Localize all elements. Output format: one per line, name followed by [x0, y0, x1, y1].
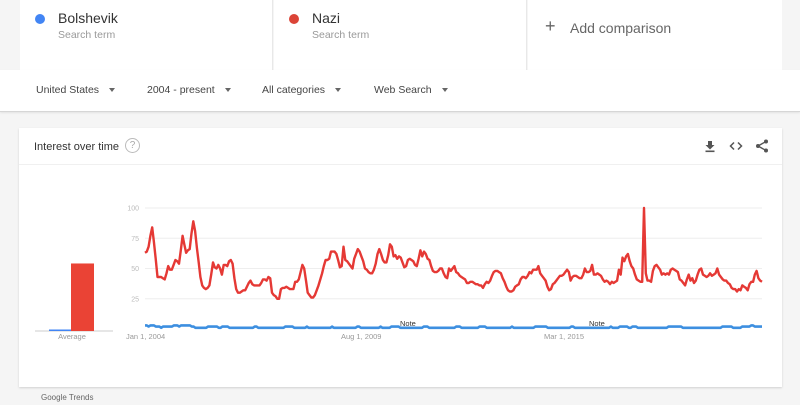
filter-search-type-dropdown[interactable]: Web Search — [374, 84, 448, 96]
term-subtitle: Search term — [58, 29, 116, 41]
note-annotation[interactable]: Note — [589, 319, 605, 328]
interest-chart[interactable]: 25 50 75 100 Average Jan 1, 2004 Aug 1, 2009 Ma… — [19, 128, 782, 387]
add-comparison-label: Add comparison — [570, 20, 672, 36]
y-tick-label: 25 — [131, 296, 139, 303]
chevron-down-icon — [441, 88, 448, 93]
note-annotation[interactable]: Note — [400, 319, 416, 328]
term-color-dot — [289, 14, 299, 24]
term-subtitle: Search term — [312, 29, 370, 41]
search-terms-bar: Bolshevik Search term Nazi Search term +… — [0, 0, 800, 70]
card-title: Interest over time — [34, 141, 119, 153]
average-bar-bolshevik[interactable] — [49, 329, 71, 332]
add-comparison-button[interactable]: + Add comparison — [528, 0, 782, 70]
y-tick-label: 75 — [131, 236, 139, 243]
average-bar-nazi[interactable] — [71, 263, 94, 331]
average-label: Average — [58, 332, 86, 341]
interest-over-time-card: Interest over time ? 25 50 75 100 Average Jan… — [19, 128, 782, 387]
download-icon[interactable] — [702, 138, 718, 154]
filters-bar: United States 2004 - present All categor… — [0, 70, 800, 112]
x-tick-label: Aug 1, 2009 — [341, 332, 381, 341]
filter-time-dropdown[interactable]: 2004 - present — [147, 84, 231, 96]
google-trends-footer: Google Trends — [41, 393, 94, 402]
chevron-down-icon — [109, 88, 116, 93]
plus-icon: + — [545, 16, 556, 36]
y-tick-label: 100 — [127, 206, 139, 213]
embed-icon[interactable] — [728, 138, 744, 154]
filter-label: Web Search — [374, 84, 432, 96]
filter-label: United States — [36, 84, 100, 96]
term-name: Nazi — [312, 10, 341, 26]
search-term-card-2[interactable]: Nazi Search term — [274, 0, 527, 70]
series-line-bolshevik[interactable] — [145, 324, 762, 330]
x-tick-label: Jan 1, 2004 — [126, 332, 165, 341]
series-line-nazi[interactable] — [144, 206, 763, 301]
term-name: Bolshevik — [58, 10, 118, 26]
term-color-dot — [35, 14, 45, 24]
x-tick-label: Mar 1, 2015 — [544, 332, 584, 341]
search-term-card-1[interactable]: Bolshevik Search term — [20, 0, 273, 70]
chevron-down-icon — [224, 88, 231, 93]
card-header: Interest over time ? — [19, 128, 782, 165]
chevron-down-icon — [335, 88, 342, 93]
filter-category-dropdown[interactable]: All categories — [262, 84, 342, 96]
filter-region-dropdown[interactable]: United States — [36, 84, 116, 96]
y-tick-label: 50 — [131, 266, 139, 273]
share-icon[interactable] — [754, 138, 770, 154]
filter-label: All categories — [262, 84, 326, 96]
filter-label: 2004 - present — [147, 84, 215, 96]
help-icon[interactable]: ? — [125, 138, 140, 153]
